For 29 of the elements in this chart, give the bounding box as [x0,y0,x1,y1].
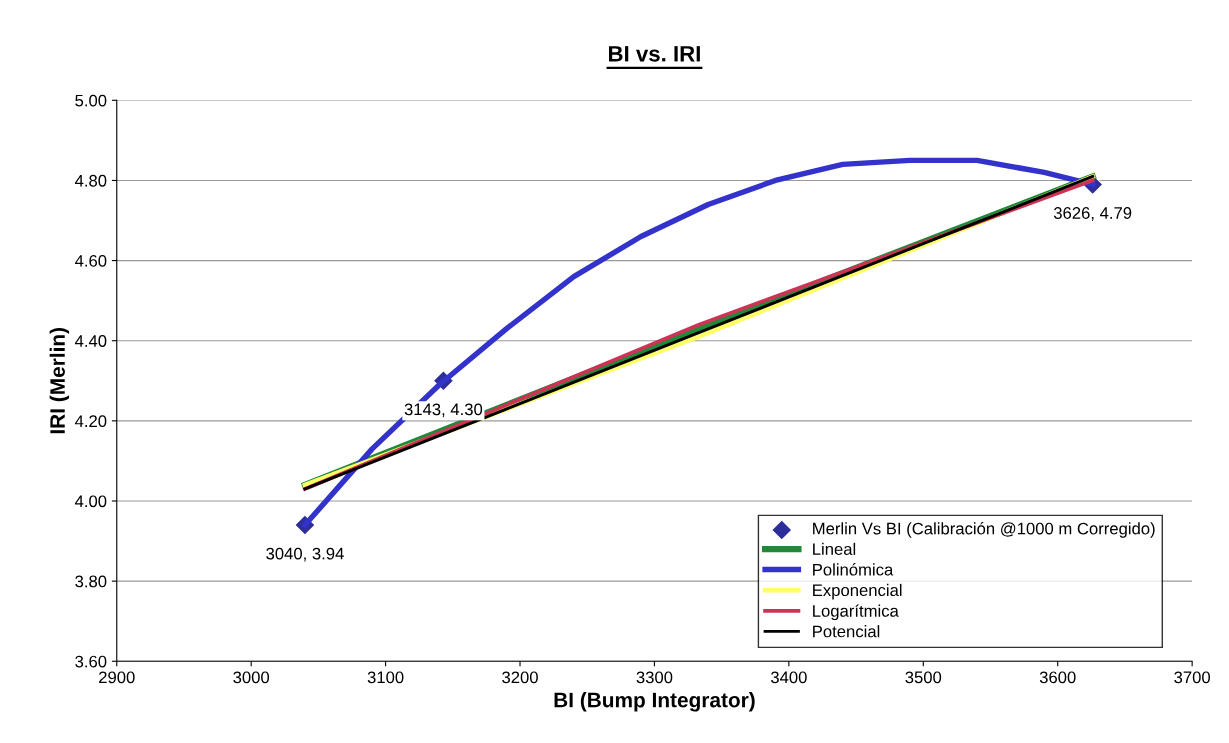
x-tick-label: 3400 [770,671,807,684]
x-tick-label: 3100 [367,671,404,684]
legend-label: Potencial [813,625,880,638]
data-label: 3143, 4.30 [404,403,483,418]
x-tick-label: 3300 [636,671,673,684]
y-tick-label: 5.00 [75,94,107,107]
y-tick-label: 4.40 [74,335,107,347]
x-tick-label: 3600 [1039,671,1076,684]
legend-label: Polinómica [813,563,894,576]
x-tick-label: 3200 [502,671,538,684]
x-axis-title: BI (Bump Integrator) [554,692,755,712]
data-label: 3040, 3.94 [266,547,344,562]
y-tick-label: 4.00 [74,495,107,508]
chart-title: BI vs. IRI [609,46,700,62]
legend-label: Merlin Vs BI (Calibración @1000 m Corregido) [813,522,1155,538]
legend-label: Exponencial [813,583,902,600]
y-axis-title: IRI (Merlin) [49,328,70,434]
x-tick-label: 3700 [1174,671,1211,684]
y-tick-label: 3.60 [75,655,107,668]
y-tick-label: 3.80 [75,575,107,588]
legend-label: Lineal [813,542,856,556]
x-tick-label: 3000 [233,671,270,684]
y-tick-label: 4.20 [74,415,107,428]
data-label: 3626, 4.79 [1053,207,1132,221]
x-tick-label: 3500 [905,671,942,684]
y-tick-label: 4.60 [74,254,107,267]
x-tick-label: 2900 [99,671,135,684]
legend-label: Logarítmica [813,604,899,621]
y-tick-label: 4.80 [74,174,107,187]
